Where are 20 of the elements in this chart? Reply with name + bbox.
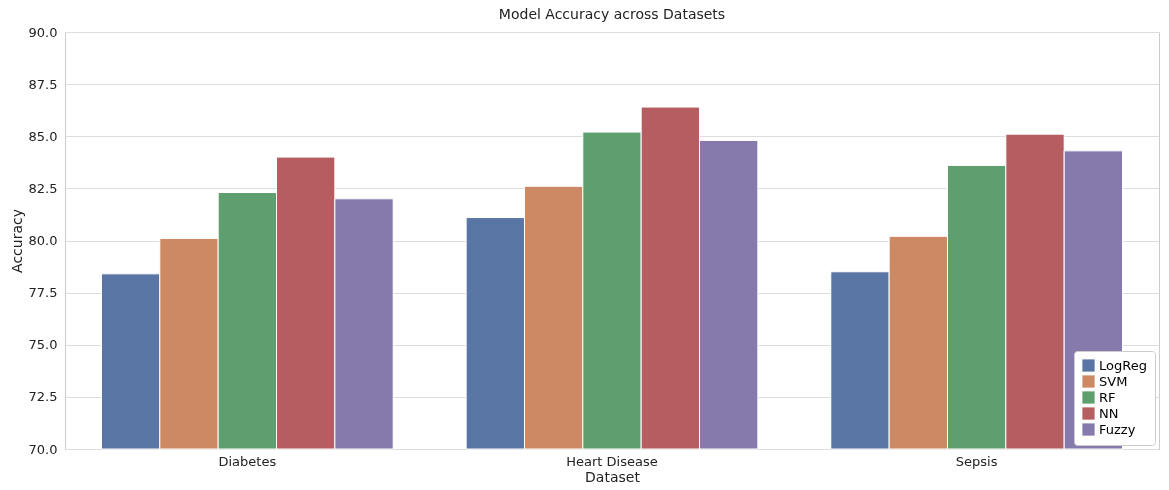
- legend-label: RF: [1099, 389, 1116, 405]
- x-tick-label: Sepsis: [955, 453, 998, 469]
- y-tick-label: 80.0: [28, 233, 58, 248]
- x-tick-label: Diabetes: [218, 453, 277, 469]
- legend-label: NN: [1099, 405, 1119, 421]
- y-tick-label: 77.5: [28, 285, 58, 301]
- y-tick-label: 72.5: [28, 389, 58, 405]
- legend-label: LogReg: [1099, 357, 1147, 373]
- chart-title: Model Accuracy across Datasets: [498, 6, 726, 22]
- y-tick-label: 70.0: [28, 441, 58, 457]
- x-axis-title: Dataset: [585, 468, 641, 485]
- y-tick-label: 90.0: [28, 24, 58, 40]
- x-tick-label: Heart Disease: [566, 453, 658, 469]
- y-tick-label: 87.5: [28, 76, 58, 92]
- y-tick-label: 82.5: [28, 180, 58, 196]
- legend-label: SVM: [1099, 373, 1128, 389]
- legend-label: Fuzzy: [1099, 421, 1136, 437]
- y-tick-label: 85.0: [28, 128, 58, 144]
- y-tick-label: 75.0: [28, 337, 58, 353]
- y-axis-title: Accuracy: [8, 209, 25, 273]
